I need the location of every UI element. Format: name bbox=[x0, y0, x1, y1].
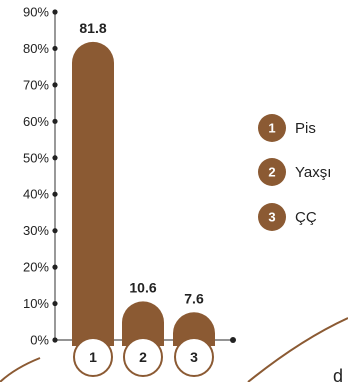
legend-badge bbox=[258, 203, 286, 231]
y-tick-dot bbox=[52, 155, 58, 161]
y-tick-label: 70% bbox=[23, 77, 49, 92]
y-tick-dot bbox=[52, 191, 58, 197]
category-label: 1 bbox=[89, 349, 97, 365]
y-tick-label: 90% bbox=[23, 5, 49, 20]
bar-value-label: 7.6 bbox=[184, 290, 204, 306]
y-tick-label: 40% bbox=[23, 187, 49, 202]
y-tick-dot bbox=[52, 337, 58, 343]
legend-label: Pis bbox=[295, 120, 316, 137]
bar-value-label: 81.8 bbox=[79, 20, 106, 36]
y-tick-label: 10% bbox=[23, 296, 49, 311]
y-tick-dot bbox=[52, 9, 58, 15]
y-tick-dot bbox=[52, 264, 58, 270]
y-tick-label: 20% bbox=[23, 260, 49, 275]
bar-value-label: 10.6 bbox=[129, 279, 156, 295]
bar bbox=[122, 301, 164, 346]
legend-number: 2 bbox=[268, 165, 275, 180]
decorative-arc-left bbox=[0, 357, 41, 382]
legend-label: Yaxşı bbox=[295, 164, 331, 181]
category-label: 2 bbox=[139, 349, 147, 365]
corner-text: d bbox=[333, 366, 343, 382]
legend-number: 1 bbox=[268, 121, 275, 136]
y-tick-dot bbox=[52, 228, 58, 234]
y-tick-label: 50% bbox=[23, 150, 49, 165]
legend-number: 3 bbox=[268, 210, 275, 225]
y-tick-label: 0% bbox=[30, 333, 49, 348]
decorative-arc bbox=[247, 317, 348, 382]
category-badge bbox=[73, 337, 113, 377]
y-tick-dot bbox=[52, 82, 58, 88]
legend-badge bbox=[258, 114, 286, 142]
y-tick-dot bbox=[52, 118, 58, 124]
category-label: 3 bbox=[190, 349, 198, 365]
y-tick-label: 80% bbox=[23, 41, 49, 56]
legend-label: ÇÇ bbox=[295, 209, 317, 226]
legend-badge bbox=[258, 158, 286, 186]
y-tick-dot bbox=[52, 45, 58, 52]
bar bbox=[72, 41, 114, 346]
bar bbox=[173, 312, 215, 346]
y-tick-dot bbox=[52, 300, 58, 307]
y-tick-label: 30% bbox=[23, 223, 49, 238]
category-badge bbox=[123, 337, 163, 377]
y-tick-label: 60% bbox=[23, 114, 49, 129]
x-axis-end-dot bbox=[230, 337, 236, 343]
category-badge bbox=[174, 337, 214, 377]
